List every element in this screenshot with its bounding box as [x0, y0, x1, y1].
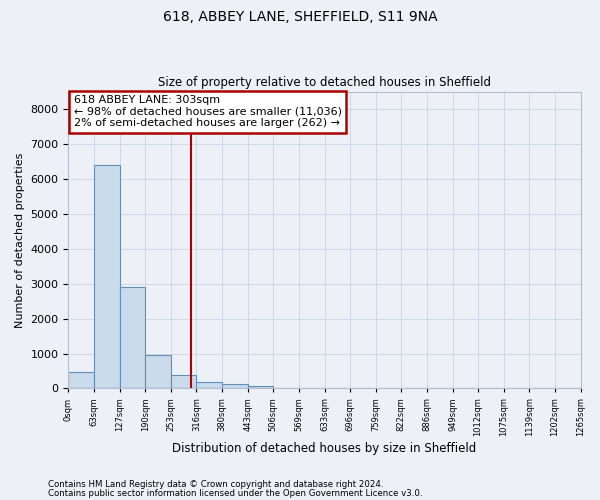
Bar: [68, 372, 94, 388]
Text: Contains public sector information licensed under the Open Government Licence v3: Contains public sector information licen…: [48, 488, 422, 498]
Bar: [94, 166, 120, 388]
Bar: [171, 375, 196, 388]
Bar: [196, 382, 222, 388]
Bar: [120, 288, 145, 388]
Y-axis label: Number of detached properties: Number of detached properties: [15, 152, 25, 328]
Text: 618 ABBEY LANE: 303sqm
← 98% of detached houses are smaller (11,036)
2% of semi-: 618 ABBEY LANE: 303sqm ← 98% of detached…: [74, 95, 341, 128]
Title: Size of property relative to detached houses in Sheffield: Size of property relative to detached ho…: [158, 76, 491, 90]
Bar: [248, 386, 273, 388]
Bar: [145, 356, 171, 388]
Text: Contains HM Land Registry data © Crown copyright and database right 2024.: Contains HM Land Registry data © Crown c…: [48, 480, 383, 489]
X-axis label: Distribution of detached houses by size in Sheffield: Distribution of detached houses by size …: [172, 442, 476, 455]
Text: 618, ABBEY LANE, SHEFFIELD, S11 9NA: 618, ABBEY LANE, SHEFFIELD, S11 9NA: [163, 10, 437, 24]
Bar: [222, 384, 248, 388]
